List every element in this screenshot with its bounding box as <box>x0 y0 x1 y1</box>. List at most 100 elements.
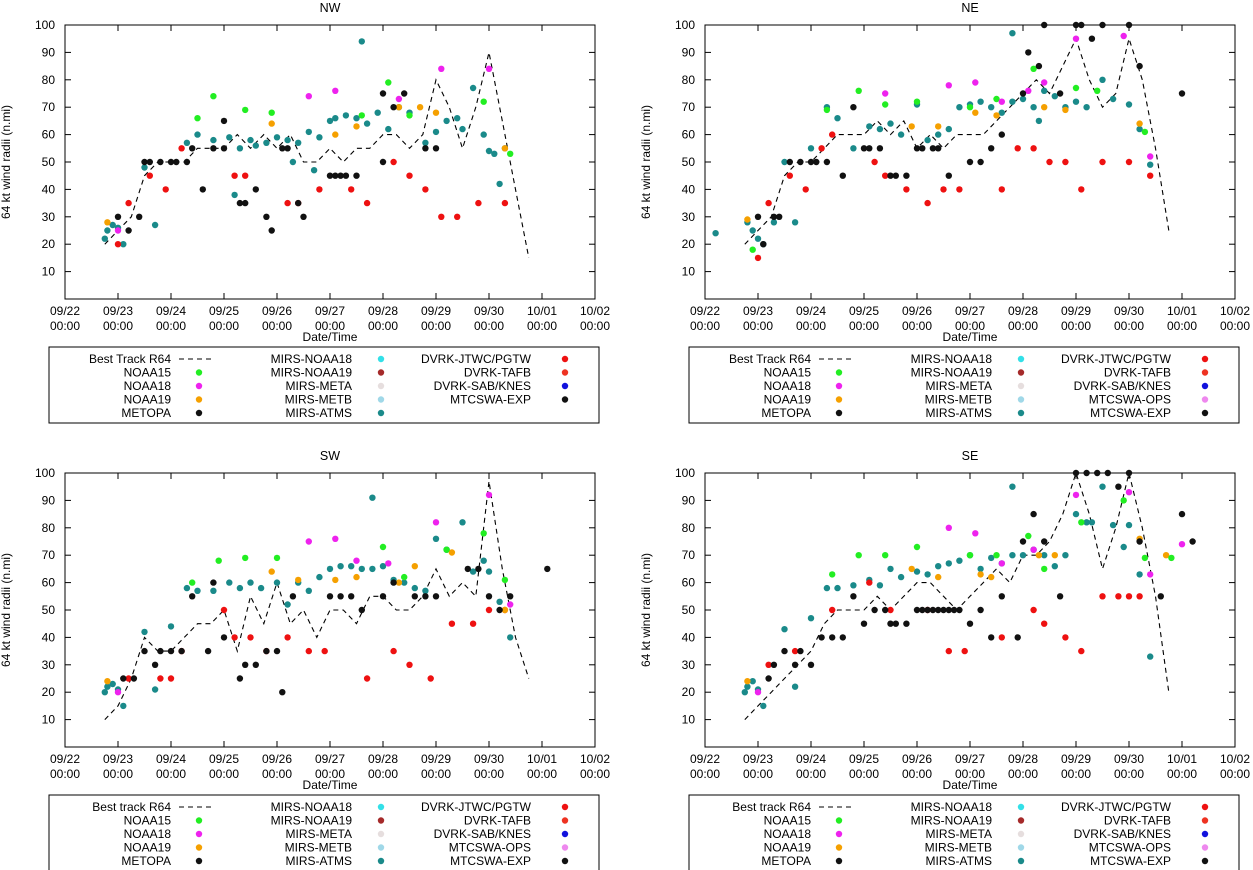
data-point <box>1041 565 1048 573</box>
data-point <box>289 158 297 166</box>
legend-marker <box>195 844 203 851</box>
data-point <box>1125 469 1133 477</box>
x-axis-label: Date/Time <box>943 330 998 344</box>
data-point <box>1104 469 1111 477</box>
data-point <box>220 634 228 641</box>
data-point <box>1125 101 1133 108</box>
data-point <box>1014 634 1021 641</box>
data-point <box>1009 30 1016 37</box>
y-tick-label: 30 <box>682 210 696 224</box>
data-point <box>977 606 984 614</box>
legend-box <box>48 794 600 870</box>
data-point <box>1178 541 1186 548</box>
x-tick-label-time: 00:00 <box>1114 319 1144 333</box>
data-point <box>1136 125 1143 133</box>
series-dvrk-jtwc-pgtw <box>754 131 1154 262</box>
data-point <box>966 552 974 559</box>
data-point <box>289 593 297 600</box>
y-tick-label: 40 <box>682 630 696 644</box>
data-point <box>797 647 804 655</box>
data-point <box>1083 104 1090 111</box>
data-point <box>1025 87 1032 95</box>
data-point <box>781 158 788 166</box>
x-tick-label-date: 09/23 <box>103 304 133 318</box>
data-point <box>1056 90 1064 97</box>
x-tick-label-time: 00:00 <box>421 767 451 781</box>
data-point <box>882 101 889 108</box>
data-point <box>776 213 783 220</box>
x-tick-label-date: 09/26 <box>262 304 292 318</box>
data-point <box>480 98 487 105</box>
data-point <box>544 565 551 573</box>
data-point <box>924 199 931 207</box>
legend-marker <box>835 396 843 403</box>
x-tick-label-date: 10/01 <box>527 304 557 318</box>
data-point <box>850 104 857 111</box>
data-point <box>109 680 116 688</box>
data-point <box>469 568 477 575</box>
legend-label: MTCSWA-EXP <box>450 393 531 407</box>
legend-marker <box>377 409 385 417</box>
data-point <box>146 158 153 166</box>
legend-marker <box>1017 382 1025 390</box>
x-tick-label-time: 00:00 <box>103 767 133 781</box>
data-point <box>130 675 138 682</box>
legend-marker <box>561 830 569 838</box>
data-point <box>263 213 270 220</box>
x-axis-label: Date/Time <box>303 778 358 792</box>
series-noaa19 <box>104 104 509 226</box>
data-point <box>438 65 445 73</box>
data-point <box>379 543 387 551</box>
x-tick-label-date: 09/27 <box>315 304 345 318</box>
data-point <box>167 623 175 630</box>
data-point <box>807 158 815 166</box>
data-point <box>988 573 995 581</box>
data-point <box>781 626 788 633</box>
legend-label: MTCSWA-OPS <box>449 841 531 855</box>
data-point <box>390 647 397 655</box>
data-point <box>823 106 831 114</box>
legend-label: DVRK-TAFB <box>464 814 531 828</box>
data-point <box>210 136 217 144</box>
data-point <box>765 199 772 207</box>
data-point <box>1120 32 1127 40</box>
data-point <box>950 606 958 614</box>
legend-marker <box>561 355 569 363</box>
data-point <box>1136 538 1143 545</box>
data-point <box>342 112 350 119</box>
data-point <box>882 90 889 97</box>
data-point <box>919 606 926 614</box>
data-point <box>1072 510 1080 518</box>
x-tick-label-time: 00:00 <box>315 767 345 781</box>
data-point <box>406 661 413 668</box>
data-point <box>807 615 815 622</box>
data-point <box>1062 634 1069 641</box>
data-point <box>167 675 175 682</box>
data-point <box>876 125 884 133</box>
data-point <box>125 199 132 207</box>
data-point <box>1072 84 1080 92</box>
data-point <box>273 647 281 655</box>
x-tick-label-date: 09/28 <box>1008 304 1038 318</box>
data-point <box>432 145 440 152</box>
legend-marker <box>1017 396 1025 403</box>
data-point <box>1094 469 1101 477</box>
x-tick-label-time: 00:00 <box>690 767 720 781</box>
data-point <box>903 172 910 179</box>
data-point <box>993 552 1000 559</box>
data-point <box>1072 491 1080 499</box>
data-point <box>305 647 312 655</box>
y-tick-label: 100 <box>675 466 695 480</box>
data-point <box>871 158 878 166</box>
y-tick-label: 20 <box>682 685 696 699</box>
data-point <box>369 494 376 501</box>
data-point <box>448 549 456 556</box>
data-point <box>157 647 164 655</box>
legend-label: NOAA18 <box>764 379 812 393</box>
data-point <box>401 579 408 586</box>
legend-marker <box>377 817 385 824</box>
x-tick-label-time: 00:00 <box>796 319 826 333</box>
y-tick-label: 100 <box>35 466 55 480</box>
y-tick-label: 60 <box>682 128 696 142</box>
y-tick-label: 100 <box>675 18 695 32</box>
